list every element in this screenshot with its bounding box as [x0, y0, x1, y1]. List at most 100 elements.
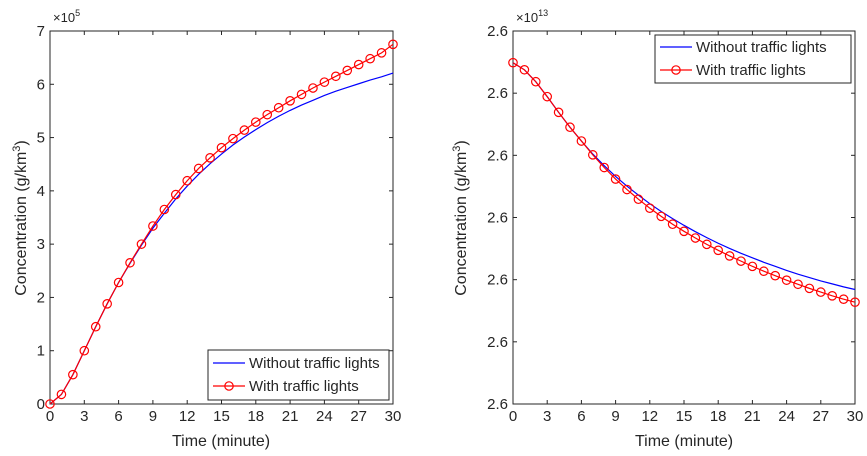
data-point: [239, 125, 250, 135]
x-tick-label: 6: [114, 408, 122, 425]
data-point: [701, 239, 712, 250]
data-point: [622, 184, 632, 195]
data-point: [90, 321, 101, 332]
left-plot-axes-box: [49, 30, 394, 405]
data-point: [308, 83, 318, 93]
data-point: [331, 71, 341, 82]
data-point: [251, 117, 261, 127]
data-point: [216, 142, 227, 153]
y-tick-label: 5: [37, 130, 45, 147]
data-point: [565, 122, 575, 133]
x-tick-label: 12: [641, 408, 658, 425]
x-tick-label: 3: [543, 408, 551, 425]
data-point: [182, 175, 192, 186]
data-point: [656, 211, 666, 222]
right-y-axis-label: Concentration (g/km3): [451, 140, 470, 296]
y-tick-label: 2.6: [487, 147, 508, 164]
y-tick-label: 2.6: [487, 23, 508, 40]
right-plot: 0 3 6 9 12 15 18 21 24 27 302.62.62.62.62.62.62.6 …: [451, 8, 863, 450]
x-tick-label: 9: [611, 408, 619, 425]
x-tick-label: 18: [710, 408, 727, 425]
right-plot-series: [508, 57, 860, 307]
data-point: [758, 266, 769, 277]
right-x-axis-label: Time (minute): [635, 433, 733, 450]
x-tick-label: 24: [778, 408, 795, 425]
data-point: [667, 219, 678, 230]
series-line-with-traffic-lights: [512, 62, 856, 303]
data-point: [713, 245, 723, 256]
x-tick-label: 15: [213, 408, 230, 425]
data-point: [148, 221, 158, 231]
data-point: [125, 257, 135, 268]
data-point: [587, 150, 598, 160]
data-point: [376, 48, 387, 58]
data-point: [159, 204, 170, 215]
left-exponent-label: ×105: [53, 8, 80, 25]
data-point: [530, 76, 541, 87]
series-line-with-traffic-lights: [49, 43, 394, 405]
left-legend-label-without: Without traffic lights: [249, 355, 380, 372]
x-tick-label: 30: [385, 408, 402, 425]
y-tick-label: 2: [37, 289, 45, 306]
data-point: [285, 96, 295, 106]
data-point: [296, 89, 307, 100]
data-point: [319, 77, 330, 87]
y-tick-label: 2.6: [487, 85, 508, 102]
data-point: [610, 174, 621, 184]
data-point: [644, 203, 655, 213]
data-point: [365, 53, 375, 64]
data-point: [690, 233, 701, 243]
data-point: [228, 133, 238, 144]
data-point: [553, 107, 564, 118]
right-legend-label-with: With traffic lights: [696, 62, 806, 79]
data-point: [804, 283, 815, 294]
data-point: [342, 65, 353, 76]
x-tick-label: 9: [149, 408, 157, 425]
left-legend-box: [207, 349, 390, 401]
x-tick-label: 12: [179, 408, 196, 425]
data-point: [781, 275, 792, 285]
x-tick-label: 0: [46, 408, 54, 425]
right-plot-ticks: 0 3 6 9 12 15 18 21 24 27 30 2.6 2.6 2.6 2.6 2.6 2.6 2.6: [487, 23, 863, 425]
x-tick-label: 18: [247, 408, 264, 425]
right-exponent-label: ×1013: [516, 8, 548, 25]
data-point: [793, 279, 803, 290]
data-point: [113, 277, 124, 288]
data-point: [838, 294, 849, 304]
data-point: [576, 136, 587, 146]
data-point: [542, 91, 552, 102]
data-point: [136, 239, 147, 249]
data-point: [770, 270, 780, 281]
x-tick-label: 27: [812, 408, 829, 425]
y-tick-label: 2.6: [487, 210, 508, 227]
x-tick-label: 30: [847, 408, 864, 425]
x-tick-label: 0: [509, 408, 517, 425]
left-y-axis-label: Concentration (g/km3): [11, 140, 30, 296]
data-point: [102, 299, 112, 309]
y-tick-label: 0: [37, 396, 45, 413]
left-plot-series: [45, 39, 398, 409]
y-tick-label: 7: [37, 23, 45, 40]
y-tick-label: 2.6: [487, 334, 508, 351]
data-point: [193, 163, 204, 174]
x-tick-label: 27: [350, 408, 367, 425]
data-point: [68, 369, 78, 380]
right-plot-axes-box: [512, 30, 856, 405]
x-tick-label: 3: [80, 408, 88, 425]
y-tick-label: 2.6: [487, 396, 508, 413]
data-point: [45, 399, 55, 409]
data-point: [724, 251, 735, 261]
data-point: [747, 261, 758, 272]
left-x-axis-label: Time (minute): [172, 433, 270, 450]
y-tick-label: 6: [37, 76, 45, 93]
data-point: [262, 109, 273, 120]
right-legend-marker-with: [671, 65, 681, 75]
y-tick-label: 2.6: [487, 272, 508, 289]
x-tick-label: 24: [316, 408, 333, 425]
right-legend-label-without: Without traffic lights: [696, 39, 827, 56]
series-line-without-traffic-lights: [512, 62, 856, 291]
data-point: [633, 194, 644, 205]
